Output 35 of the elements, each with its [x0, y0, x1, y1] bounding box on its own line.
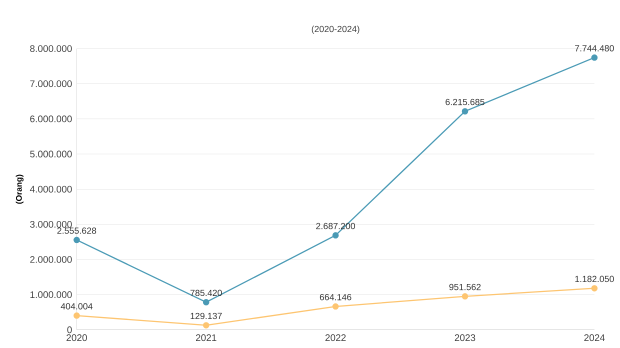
point — [591, 54, 598, 61]
y-tick-label: 6.000.000 — [30, 116, 72, 122]
y-tick-label: 3.000.000 — [30, 221, 72, 228]
x-tick-label: 2024 — [584, 334, 605, 342]
y-tick-label: 1.000.000 — [30, 291, 72, 298]
y-axis-title: (Orang) — [16, 174, 24, 204]
data-label: 664.146 — [320, 294, 352, 300]
data-label: 2.555.628 — [57, 228, 96, 234]
y-tick-label: 4.000.000 — [30, 186, 72, 193]
x-tick-label: 2022 — [325, 334, 346, 342]
point — [332, 232, 339, 239]
point — [74, 312, 80, 319]
data-label: 404.004 — [60, 303, 93, 310]
data-label: 129.137 — [190, 312, 222, 320]
point — [462, 108, 468, 115]
point — [591, 285, 598, 292]
point — [202, 322, 210, 329]
data-label: 1.182.050 — [575, 276, 614, 282]
point — [202, 299, 210, 306]
y-tick-label: 0 — [67, 326, 72, 334]
data-label: 6.215.685 — [446, 99, 484, 106]
x-tick-label: 2023 — [454, 334, 476, 342]
data-label: 7.744.480 — [575, 45, 614, 52]
y-tick-label: 7.000.000 — [30, 80, 72, 88]
y-tick-label: 5.000.000 — [30, 150, 72, 158]
y-tick-label: 8.000.000 — [30, 45, 72, 52]
point — [462, 293, 468, 300]
point — [74, 236, 80, 244]
chart-title: (2020-2024) — [312, 26, 360, 34]
y-tick-label: 2.000.000 — [30, 256, 72, 264]
data-label: 951.562 — [449, 284, 481, 290]
data-label: 785.420 — [190, 290, 222, 296]
point — [332, 303, 339, 310]
x-tick-label: 2021 — [196, 334, 216, 342]
x-tick-label: 2020 — [66, 334, 87, 342]
